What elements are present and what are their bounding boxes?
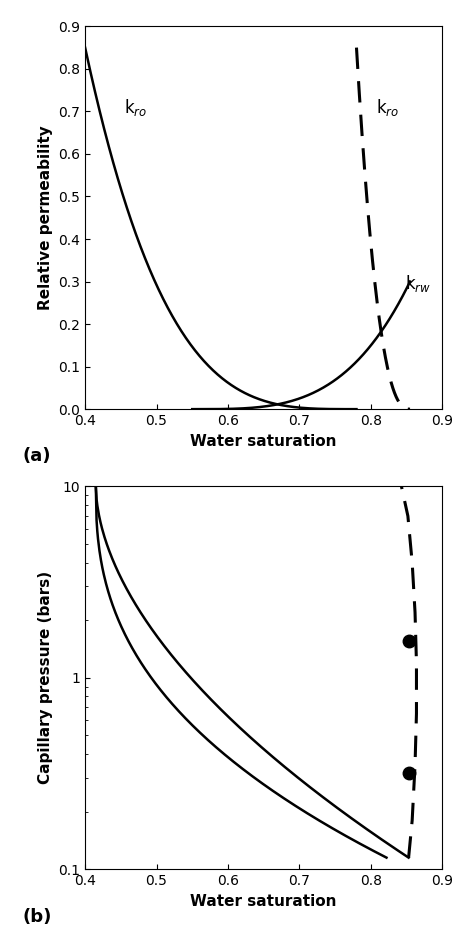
Text: k$_{rw}$: k$_{rw}$ — [405, 273, 431, 295]
Text: k$_{ro}$: k$_{ro}$ — [124, 97, 147, 118]
X-axis label: Water saturation: Water saturation — [191, 434, 337, 449]
Y-axis label: Capillary pressure (bars): Capillary pressure (bars) — [38, 571, 53, 785]
Text: k$_{ro}$: k$_{ro}$ — [376, 97, 400, 118]
Text: (b): (b) — [23, 907, 52, 926]
Y-axis label: Relative permeability: Relative permeability — [38, 125, 53, 311]
X-axis label: Water saturation: Water saturation — [191, 894, 337, 909]
Text: (a): (a) — [23, 447, 51, 466]
